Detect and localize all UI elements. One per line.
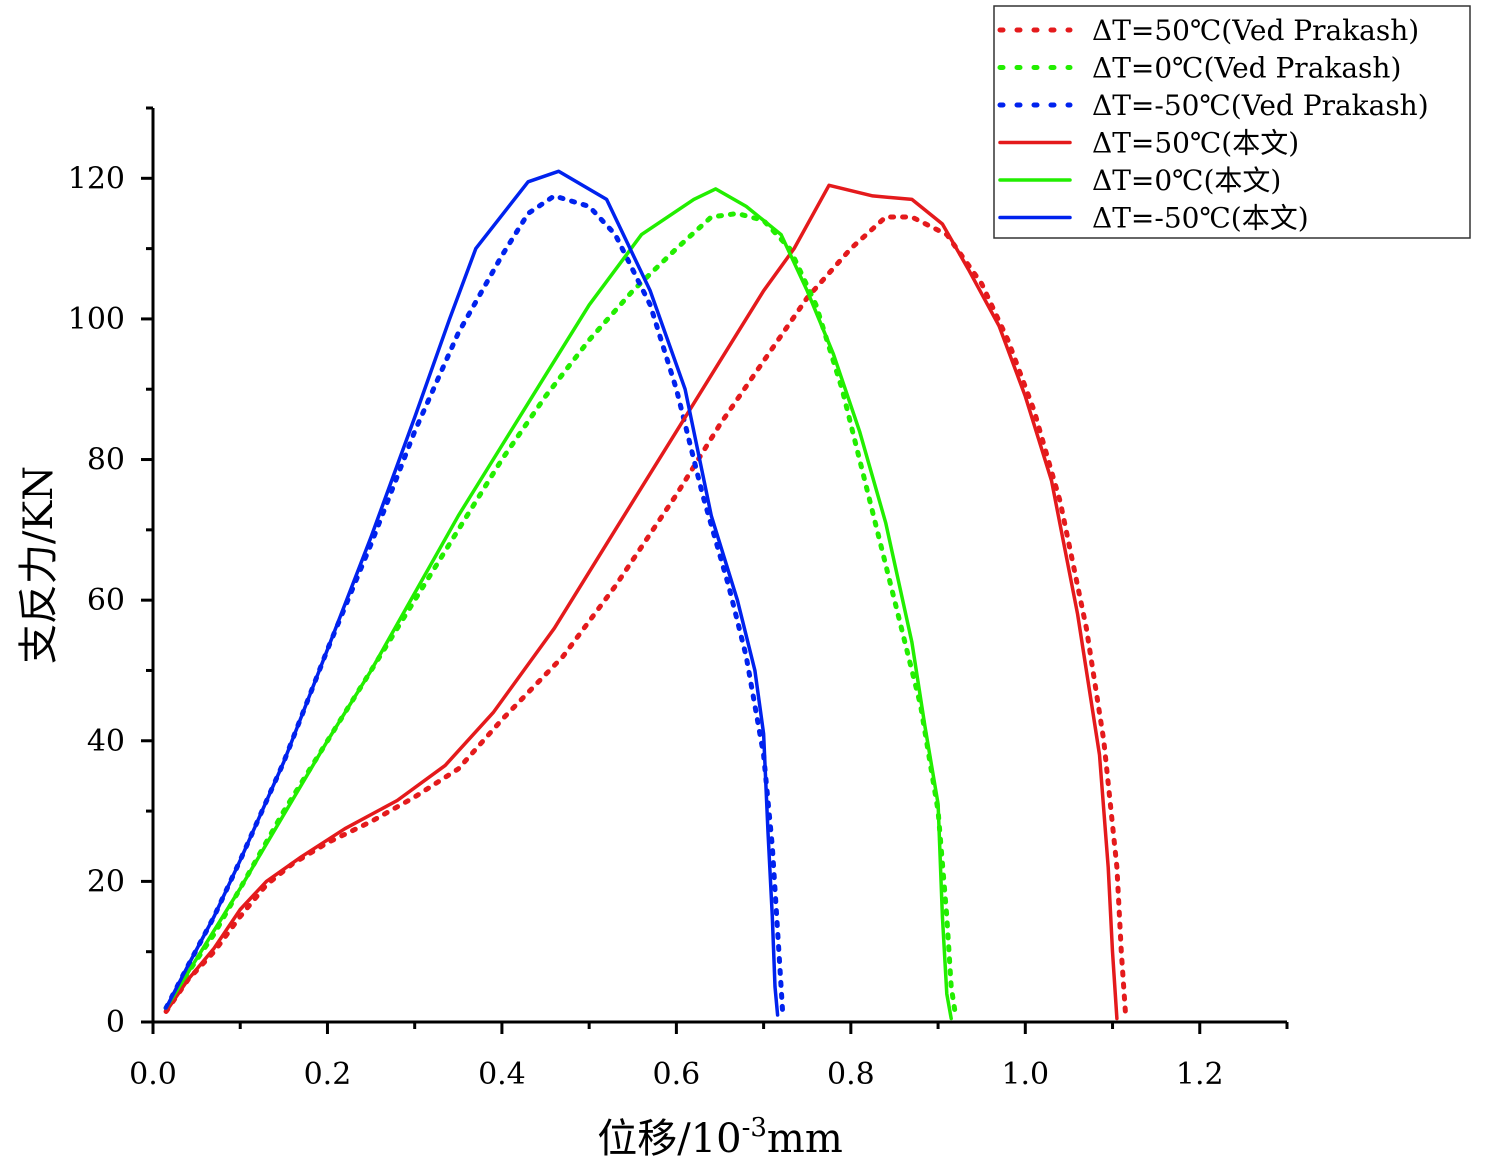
- x-tick-label: 0.0: [129, 1057, 177, 1092]
- x-axis-title: 位移/10-3mm: [597, 1113, 843, 1162]
- axes: 0.0 0.2 0.4 0.6 0.8 1.0 1.2 0 20 40 60 80 100 120: [68, 106, 1289, 1092]
- legend: ΔT=50℃(Ved Prakash) ΔT=0℃(Ved Prakash) ΔT=…: [993, 5, 1471, 239]
- x-tick-label: 0.8: [827, 1057, 875, 1092]
- y-tick-label: 60: [87, 583, 125, 618]
- x-ticks: 0.0 0.2 0.4 0.6 0.8 1.0 1.2: [129, 1022, 1289, 1092]
- plot-series: [163, 169, 1129, 1021]
- x-tick-label: 0.4: [478, 1057, 526, 1092]
- legend-label-2: ΔT=0℃(Ved Prakash): [1092, 52, 1401, 85]
- series-line-5: [164, 187, 953, 1021]
- x-tick-label: 0.2: [304, 1057, 352, 1092]
- y-tick-label: 100: [68, 302, 125, 337]
- legend-box: [993, 5, 1471, 239]
- legend-label-4: ΔT=50℃(本文): [1092, 127, 1299, 160]
- y-tick-label: 40: [87, 724, 125, 759]
- y-ticks: 0 20 40 60 80 100 120: [68, 106, 153, 1040]
- x-tick-label: 1.0: [1001, 1057, 1049, 1092]
- x-axis-title-exponent: -3: [742, 1113, 767, 1143]
- legend-entries: ΔT=50℃(Ved Prakash) ΔT=0℃(Ved Prakash) ΔT=…: [997, 14, 1429, 235]
- y-tick-label: 20: [87, 864, 125, 899]
- x-tick-label: 1.2: [1176, 1057, 1224, 1092]
- series-line-2: [163, 211, 958, 1018]
- series-line-6: [164, 169, 780, 1017]
- x-axis-title-unit: mm: [767, 1116, 843, 1162]
- series-line-1: [163, 214, 1129, 1018]
- series-line-4: [164, 183, 1119, 1021]
- y-tick-label: 0: [106, 1005, 125, 1040]
- x-tick-label: 0.6: [653, 1057, 701, 1092]
- legend-label-5: ΔT=0℃(本文): [1092, 164, 1281, 197]
- legend-label-1: ΔT=50℃(Ved Prakash): [1092, 14, 1419, 47]
- y-axis-title: 支反力/KN: [16, 466, 62, 664]
- x-axis-title-main: 位移/10: [597, 1116, 741, 1162]
- y-tick-label: 80: [87, 443, 125, 478]
- legend-label-3: ΔT=-50℃(Ved Prakash): [1092, 89, 1429, 122]
- y-tick-label: 120: [68, 161, 125, 196]
- legend-label-6: ΔT=-50℃(本文): [1092, 202, 1309, 235]
